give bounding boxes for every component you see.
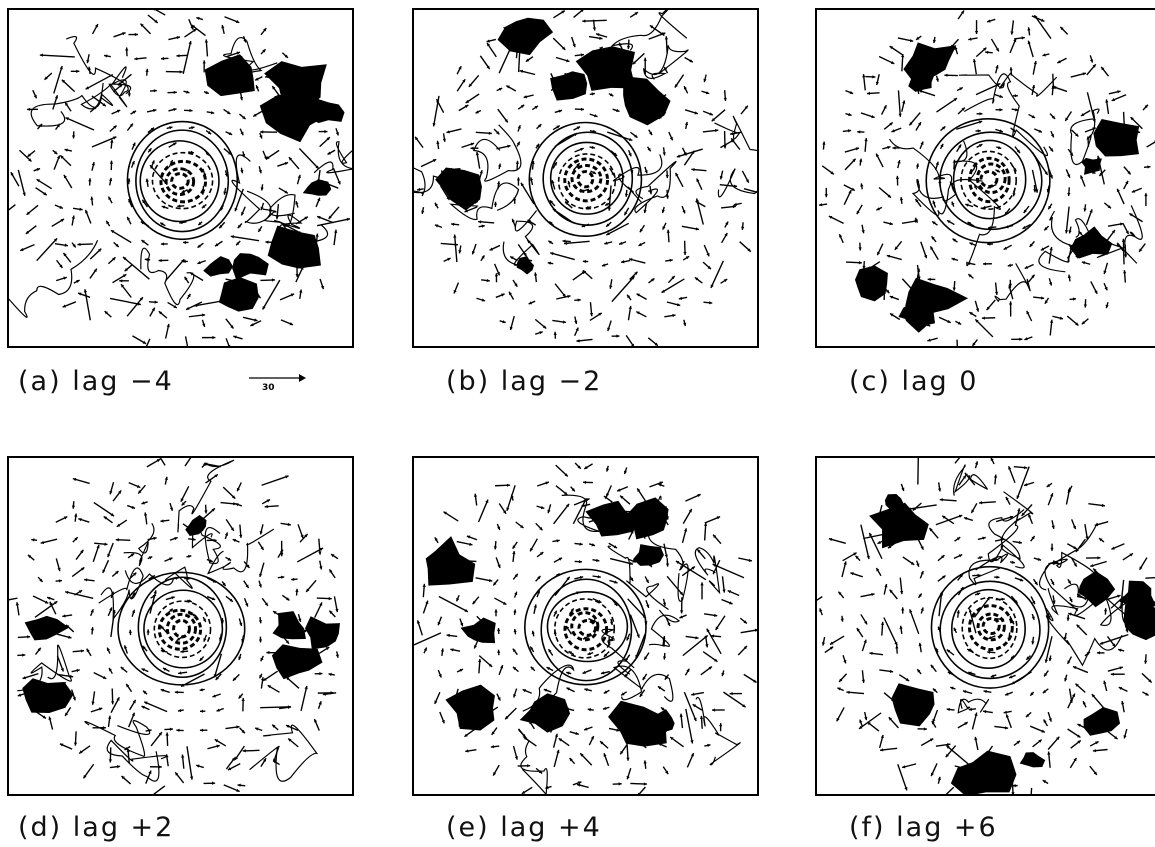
shaded-regions (203, 54, 345, 312)
caption-a: (a) lag −4 (18, 366, 174, 397)
panel-f (815, 456, 1155, 796)
polar-vortex-contours (126, 120, 239, 241)
wind-vector-field (817, 458, 1155, 794)
vector-map-b (414, 10, 757, 346)
caption-e: (e) lag +4 (446, 812, 602, 843)
wind-vector-field (9, 10, 351, 346)
contour-lines (9, 35, 352, 318)
vector-map-d (9, 458, 341, 794)
panel-e (412, 456, 759, 796)
shaded-regions (854, 42, 1140, 333)
polar-vortex-contours (117, 571, 246, 686)
panel-c (815, 8, 1155, 348)
vector-map-f (817, 458, 1155, 794)
shaded-regions (435, 17, 671, 275)
polar-vortex-contours (925, 118, 1051, 244)
vector-map-c (818, 10, 1155, 346)
reference-vector-arrow (247, 372, 307, 388)
vector-map-a (9, 10, 352, 346)
contour-lines (17, 459, 319, 782)
shaded-regions (22, 515, 341, 713)
caption-b: (b) lag −2 (446, 366, 603, 397)
polar-vortex-contours (930, 565, 1050, 689)
vector-map-e (414, 462, 757, 794)
panel-d (7, 456, 354, 796)
caption-f: (f) lag +6 (849, 812, 998, 843)
shaded-regions (425, 497, 675, 747)
reference-vector-label: 30 (262, 383, 275, 393)
polar-vortex-contours (528, 121, 643, 237)
contour-lines (414, 10, 757, 266)
shaded-regions (869, 493, 1155, 794)
caption-c: (c) lag 0 (849, 366, 979, 397)
caption-d: (d) lag +2 (18, 812, 175, 843)
panel-b (412, 8, 759, 348)
contour-lines (888, 72, 1143, 303)
panel-a (7, 8, 354, 348)
